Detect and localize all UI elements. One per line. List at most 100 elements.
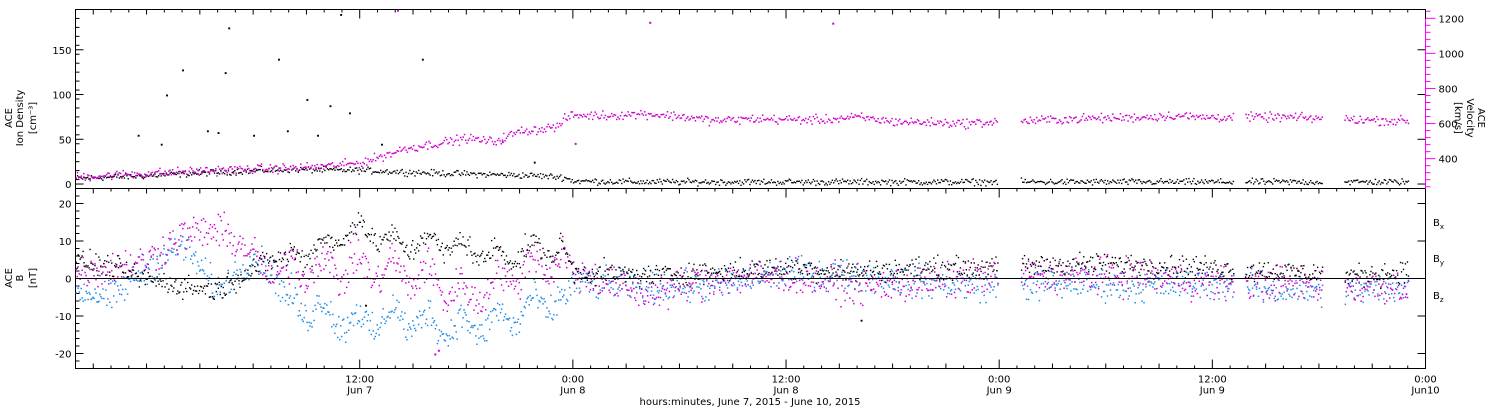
by-point bbox=[939, 287, 942, 290]
by-point bbox=[1139, 282, 1141, 285]
by-point bbox=[1144, 273, 1146, 276]
by-point bbox=[877, 276, 880, 278]
density-point bbox=[135, 177, 137, 179]
by-point bbox=[1140, 291, 1142, 294]
velocity-point bbox=[1051, 117, 1053, 120]
velocity-point bbox=[1400, 114, 1402, 117]
by-point bbox=[465, 314, 467, 316]
velocity-point bbox=[1085, 117, 1087, 119]
bz-point bbox=[1117, 276, 1120, 279]
by-point bbox=[174, 238, 176, 240]
velocity-point bbox=[157, 170, 160, 172]
by-point bbox=[536, 294, 538, 297]
velocity-point bbox=[1202, 114, 1204, 116]
by-point bbox=[1066, 287, 1068, 290]
by-point bbox=[252, 259, 254, 262]
by-point bbox=[613, 294, 615, 297]
by-point bbox=[552, 318, 554, 321]
by-point bbox=[421, 314, 424, 316]
by-point bbox=[1392, 296, 1395, 299]
bz-point bbox=[816, 266, 819, 269]
by-point bbox=[435, 324, 438, 327]
bz-point bbox=[741, 285, 744, 287]
by-point bbox=[420, 326, 423, 329]
bz-point bbox=[158, 268, 160, 270]
velocity-point bbox=[1079, 120, 1081, 122]
density-point bbox=[1289, 179, 1292, 181]
density-point bbox=[942, 180, 944, 182]
top-right-tick-label: 1000 bbox=[1439, 49, 1464, 60]
density-point bbox=[650, 182, 652, 185]
velocity-point bbox=[1292, 117, 1294, 119]
density-point bbox=[954, 181, 957, 183]
bz-point bbox=[1382, 283, 1384, 285]
density-point bbox=[1166, 180, 1169, 183]
by-point bbox=[322, 307, 324, 309]
x-tick-label: 0:00 bbox=[988, 375, 1010, 386]
density-point bbox=[367, 166, 369, 168]
density-point bbox=[1388, 178, 1391, 181]
by-point bbox=[571, 273, 574, 276]
velocity-point bbox=[661, 113, 664, 116]
density-point bbox=[1118, 182, 1120, 184]
velocity-point bbox=[1142, 116, 1145, 118]
bz-outlier bbox=[434, 353, 437, 356]
bz-point bbox=[1251, 265, 1254, 268]
by-point bbox=[944, 284, 947, 287]
density-point bbox=[618, 179, 620, 181]
velocity-point bbox=[1189, 112, 1192, 115]
bz-point bbox=[397, 263, 399, 265]
velocity-point bbox=[1140, 118, 1142, 120]
by-point bbox=[546, 307, 548, 309]
by-point bbox=[423, 309, 426, 312]
by-point bbox=[1203, 289, 1205, 291]
bz-point bbox=[405, 282, 407, 284]
density-point bbox=[560, 174, 562, 176]
by-point bbox=[129, 280, 132, 283]
bottom-left-tick-label: 20 bbox=[59, 200, 72, 211]
density-point bbox=[347, 169, 349, 171]
velocity-point bbox=[192, 170, 194, 172]
bz-point bbox=[638, 304, 640, 307]
by-point bbox=[807, 278, 810, 281]
density-point bbox=[442, 170, 444, 172]
bz-point bbox=[699, 274, 701, 276]
by-point bbox=[929, 278, 931, 280]
by-point bbox=[1232, 296, 1234, 298]
bz-point bbox=[554, 256, 556, 259]
bz-point bbox=[1131, 275, 1133, 278]
density-point bbox=[525, 174, 528, 177]
density-point bbox=[86, 176, 89, 179]
velocity-point bbox=[799, 123, 802, 125]
bz-point bbox=[601, 290, 603, 292]
by-point bbox=[1161, 275, 1163, 277]
velocity-point bbox=[906, 121, 909, 124]
bz-point bbox=[260, 272, 262, 274]
density-point bbox=[1387, 181, 1389, 183]
by-point bbox=[307, 329, 309, 332]
velocity-point bbox=[1274, 114, 1277, 116]
bz-point bbox=[284, 253, 287, 256]
by-point bbox=[590, 282, 593, 285]
by-point bbox=[288, 297, 291, 299]
density-point bbox=[1173, 182, 1175, 185]
density-point bbox=[1072, 179, 1075, 181]
velocity-point bbox=[397, 150, 400, 153]
by-point bbox=[700, 288, 702, 290]
density-point bbox=[1212, 180, 1214, 182]
by-point bbox=[540, 296, 542, 299]
by-point bbox=[1395, 282, 1398, 284]
density-point bbox=[155, 175, 157, 178]
density-point bbox=[1147, 180, 1150, 182]
density-point bbox=[612, 183, 614, 185]
bz-point bbox=[124, 250, 127, 252]
density-point bbox=[1277, 180, 1279, 182]
by-point bbox=[318, 295, 320, 297]
density-point bbox=[1304, 181, 1307, 183]
velocity-point bbox=[83, 172, 85, 175]
velocity-point bbox=[221, 172, 223, 175]
by-point bbox=[230, 288, 232, 291]
density-point bbox=[1115, 182, 1118, 184]
bz-point bbox=[981, 285, 983, 288]
by-point bbox=[699, 283, 701, 285]
